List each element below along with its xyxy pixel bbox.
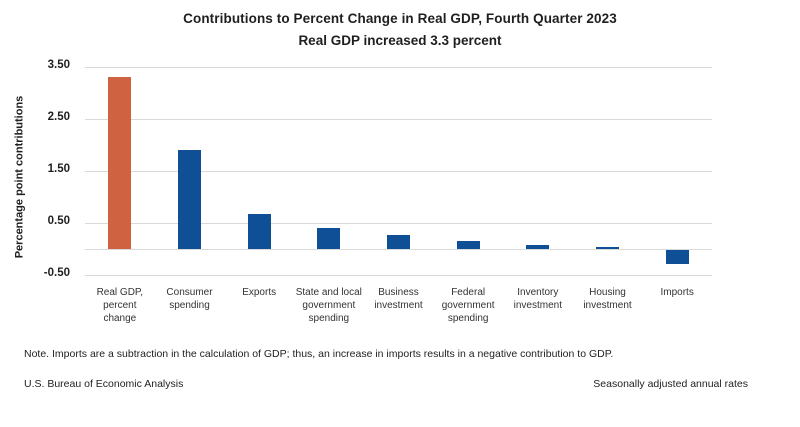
bar [387,235,410,249]
x-category-label: Consumer spending [166,287,213,311]
source-text: U.S. Bureau of Economic Analysis [24,378,184,390]
bar [108,77,132,249]
gridline [85,223,712,224]
y-tick-label: 3.50 [47,59,70,71]
y-axis-tick-labels: 3.50 2.50 1.50 0.50 -0.50 [26,59,70,279]
gridline [85,119,712,120]
bar [596,246,619,249]
y-tick-label: -0.50 [43,267,70,279]
bar [247,213,271,249]
gridline [85,171,712,172]
x-category-label: Imports [660,287,694,298]
y-tick-label: 1.50 [47,163,70,175]
x-category-label: Federal government spending [441,287,495,324]
y-tick-label: 0.50 [47,215,70,227]
bar [456,240,480,249]
rates-text: Seasonally adjusted annual rates [593,378,748,390]
chart-title: Contributions to Percent Change in Real … [183,11,617,26]
bar [665,250,689,265]
chart-subtitle: Real GDP increased 3.3 percent [298,33,502,48]
x-category-label: Inventory investment [513,287,562,311]
gridline [85,275,712,276]
x-category-label: Exports [242,287,277,298]
bar [317,228,341,249]
x-category-label: Business investment [374,287,423,311]
gridline [85,67,712,68]
x-category-label: State and local government spending [295,287,362,324]
bar [526,245,550,249]
x-category-label: Real GDP, percent change [96,287,144,324]
bar [178,150,201,249]
note-text: Note. Imports are a subtraction in the c… [24,348,614,360]
x-axis-line [85,249,712,250]
x-axis-category-labels: Real GDP, percent change Consumer spendin… [85,286,712,334]
y-tick-label: 2.50 [47,111,70,123]
x-category-label: Housing investment [583,287,632,311]
y-axis-title-text: Percentage point contributions [13,95,26,259]
plot-area [85,67,712,276]
